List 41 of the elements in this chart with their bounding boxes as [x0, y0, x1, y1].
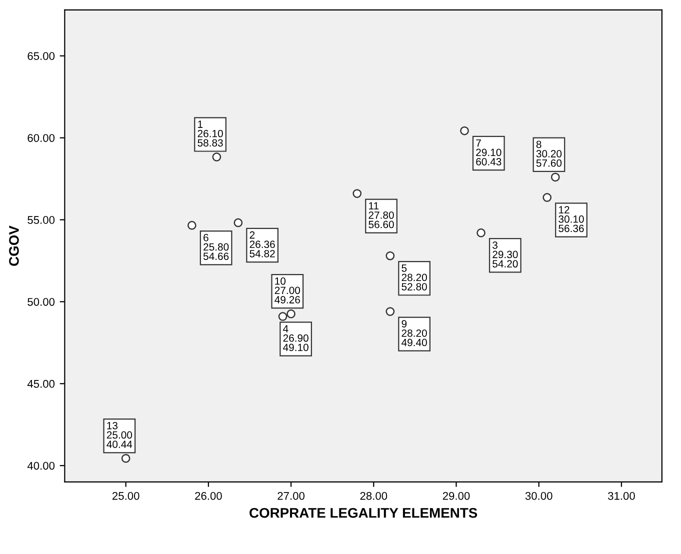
data-label: 9 28.20 49.40 [402, 320, 427, 346]
y-axis-title: CGOV [9, 226, 19, 266]
y-tick-label: 65.00 [28, 52, 55, 60]
x-tick-label: 27.00 [278, 492, 305, 500]
data-label: 2 26.36 54.82 [250, 231, 275, 258]
point [286, 309, 296, 318]
point [352, 189, 362, 198]
point [476, 228, 486, 238]
point [278, 312, 288, 321]
point [121, 454, 130, 463]
point [234, 218, 243, 228]
point [386, 307, 395, 316]
x-tick-label: 26.00 [195, 492, 222, 500]
point [542, 193, 552, 202]
y-tick-label: 55.00 [28, 216, 55, 224]
point [550, 172, 560, 182]
data-label: 13 25.00 40.44 [106, 422, 132, 448]
x-tick-label: 29.00 [442, 492, 470, 500]
point [212, 152, 222, 162]
x-tick-label: 28.00 [360, 492, 388, 500]
data-label: 1 26.10 58.83 [198, 120, 223, 147]
point [187, 220, 196, 230]
x-tick-label: 31.00 [608, 492, 635, 500]
x-axis-title: CORPRATE LEGALITY ELEMENTS [250, 508, 478, 518]
data-label: 8 30.20 57.60 [536, 140, 562, 167]
x-tick-label: 25.00 [112, 492, 140, 500]
data-label: 3 29.30 54.20 [492, 241, 518, 268]
point [460, 126, 469, 136]
data-label: 7 29.10 60.43 [476, 139, 502, 166]
x-tick-label: 30.00 [525, 492, 552, 500]
y-tick-label: 50.00 [28, 298, 55, 306]
y-tick-label: 45.00 [27, 380, 55, 388]
data-label: 4 26.90 49.10 [283, 325, 308, 352]
data-label: 12 30.10 56.36 [558, 206, 584, 232]
data-label: 10 27.00 49.26 [274, 277, 300, 304]
data-label: 11 27.80 56.60 [368, 202, 394, 228]
y-tick-label: 60.00 [28, 134, 55, 142]
data-label: 6 25.80 54.66 [203, 234, 229, 260]
point [386, 251, 395, 260]
data-label: 5 28.20 52.80 [402, 264, 427, 290]
y-tick-label: 40.00 [27, 462, 55, 470]
